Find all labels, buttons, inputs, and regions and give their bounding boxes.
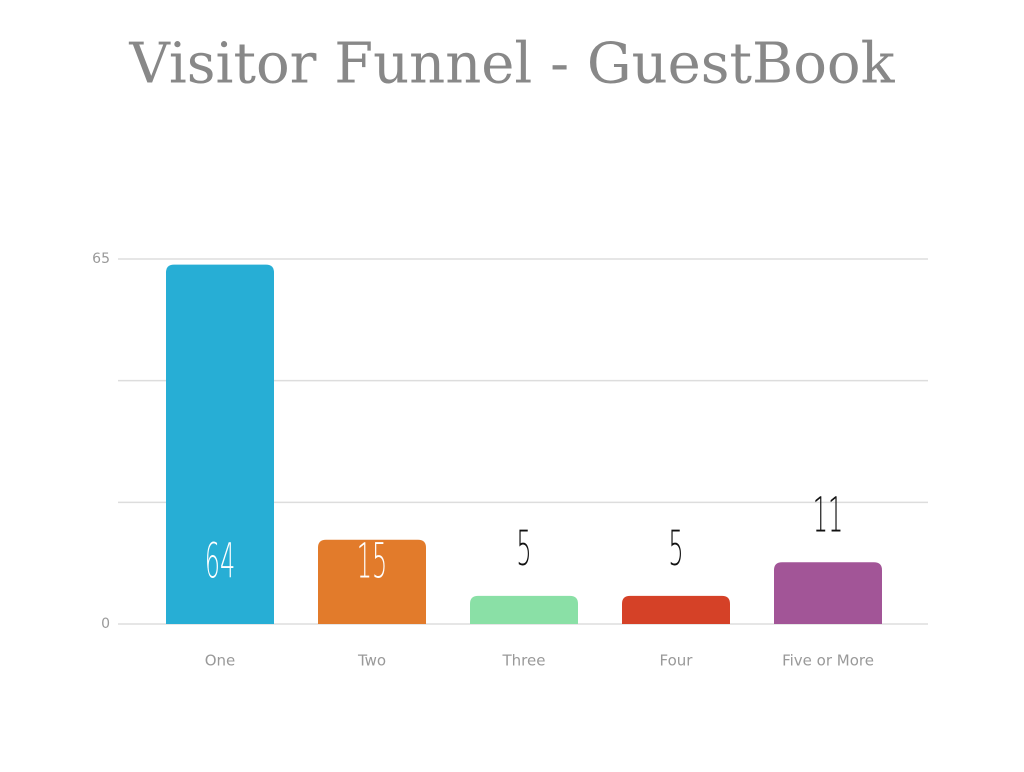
chart-title: Visitor Funnel - GuestBook bbox=[128, 32, 895, 97]
value-label-group: 5 bbox=[516, 521, 531, 577]
bar bbox=[318, 539, 426, 624]
x-tick-label: Two bbox=[357, 652, 386, 670]
x-tick-label: One bbox=[205, 652, 236, 670]
value-label-group: 5 bbox=[668, 521, 683, 577]
x-tick-label: Four bbox=[660, 652, 694, 670]
bar bbox=[166, 264, 274, 624]
value-label: 11 bbox=[813, 487, 844, 543]
value-label: 5 bbox=[516, 521, 531, 577]
y-tick-label: 65 bbox=[92, 251, 110, 267]
bar bbox=[622, 595, 730, 624]
value-label-group: 64 bbox=[205, 533, 236, 589]
value-label-group: 15 bbox=[357, 533, 388, 589]
value-label-group: 11 bbox=[813, 487, 844, 543]
bar bbox=[470, 595, 578, 624]
value-label: 64 bbox=[205, 533, 236, 589]
value-label: 5 bbox=[668, 521, 683, 577]
value-label: 15 bbox=[357, 533, 388, 589]
x-tick-label: Three bbox=[502, 652, 546, 670]
y-tick-label: 0 bbox=[101, 616, 110, 632]
x-tick-label: Five or More bbox=[782, 652, 874, 670]
bar bbox=[774, 562, 882, 624]
